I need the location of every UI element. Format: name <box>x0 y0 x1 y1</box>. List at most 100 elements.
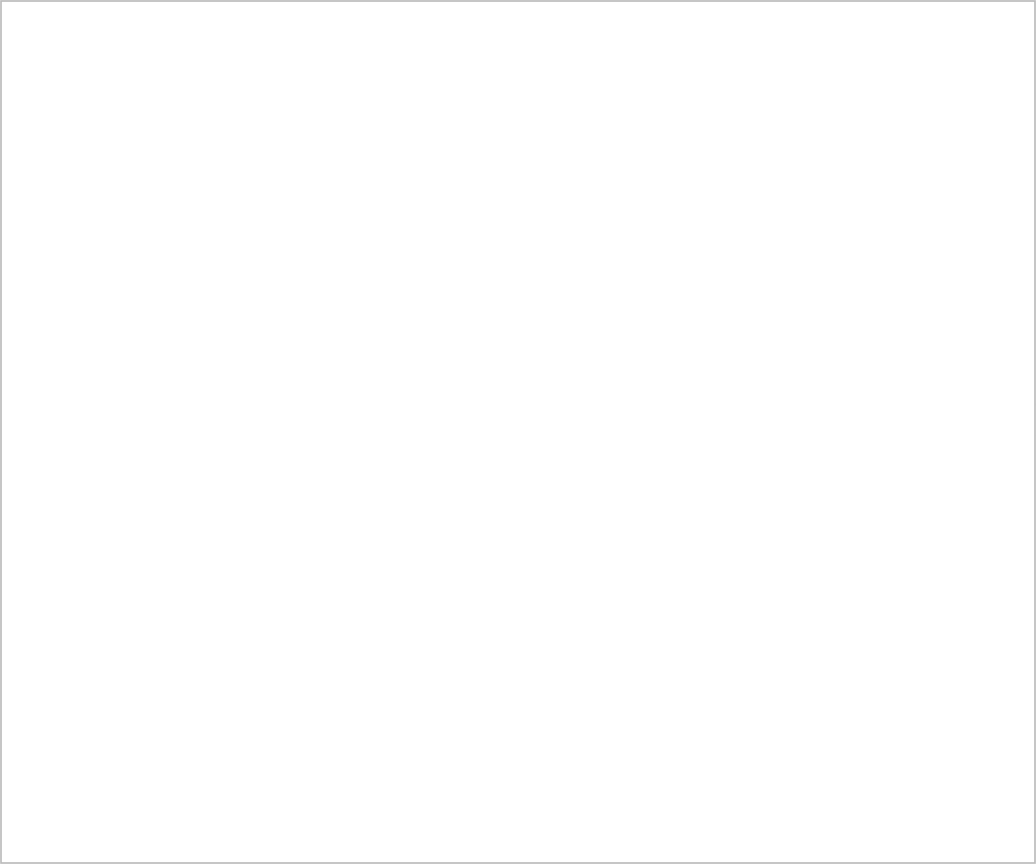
Text: ⓘ: ⓘ <box>984 271 990 281</box>
Text: ⓘ: ⓘ <box>984 127 990 137</box>
Text: ms: ms <box>931 235 947 245</box>
Text: min: min <box>923 331 943 341</box>
Bar <box>10 732 28 750</box>
Bar <box>728 162 767 187</box>
Text: s: s <box>931 187 937 197</box>
Bar <box>190 124 870 374</box>
Bar <box>728 153 767 162</box>
Text: 14:45:00: 14:45:00 <box>10 240 59 250</box>
Bar <box>620 223 658 235</box>
Bar <box>728 149 767 153</box>
Text: ⧉: ⧉ <box>618 594 624 603</box>
Bar <box>614 736 628 750</box>
Text: ↕: ↕ <box>715 417 723 427</box>
Text: 14:00: 14:00 <box>527 385 559 395</box>
Bar <box>108 695 608 715</box>
Bar <box>620 235 658 254</box>
Text: ⊕: ⊕ <box>818 112 831 128</box>
Bar <box>10 696 28 714</box>
Text: 26,73: 26,73 <box>891 191 948 209</box>
Bar <box>10 660 28 678</box>
Bar <box>882 221 887 253</box>
Bar <box>180 82 335 108</box>
Bar <box>2 579 1034 615</box>
Bar <box>614 664 628 678</box>
Bar <box>614 628 628 642</box>
Text: ⧉: ⧉ <box>618 739 624 747</box>
Text: Query a esecuzione prolungata: Query a esecuzione prolungata <box>28 41 213 54</box>
Text: 00:00:12.035: 00:00:12.035 <box>634 484 703 494</box>
Bar <box>219 360 257 363</box>
Bar <box>10 82 165 108</box>
Text: Prime 10 query per: Prime 10 query per <box>10 116 145 129</box>
Bar <box>10 624 28 642</box>
Bar <box>2 2 1034 32</box>
Text: μs: μs <box>939 283 951 293</box>
Bar <box>10 516 28 534</box>
Bar <box>614 448 628 462</box>
Text: 0,5 min: 0,5 min <box>144 334 184 343</box>
Bar <box>429 341 467 342</box>
Text: 2525246...: 2525246... <box>33 664 89 674</box>
Text: ⓘ: ⓘ <box>984 319 990 329</box>
Bar <box>307 367 345 374</box>
Text: ⧉: ⧉ <box>618 450 624 460</box>
Text: 1442: 1442 <box>728 664 754 674</box>
Bar <box>2 507 1034 543</box>
Bar <box>10 588 28 606</box>
Bar <box>2 723 1034 759</box>
Text: 1 min: 1 min <box>154 297 184 308</box>
Text: 33738273...: 33738273... <box>33 448 96 458</box>
Text: 10: 10 <box>20 88 35 101</box>
Text: μs: μs <box>931 139 943 149</box>
Text: Selezionato da ⓘ: Selezionato da ⓘ <box>180 69 266 79</box>
Text: SELECT * FROM sales.salesorderdetail: SELECT * FROM sales.salesorderdetail <box>113 448 311 458</box>
Text: 3427363...: 3427363... <box>33 736 89 746</box>
Bar <box>614 484 628 498</box>
Text: Ultime 6 ore: Ultime 6 ore <box>365 88 438 101</box>
Bar <box>524 281 563 293</box>
Text: 13:15:00 -: 13:15:00 - <box>10 216 66 226</box>
Text: 09/03/2019,: 09/03/2019, <box>10 204 78 214</box>
Text: /*** Load enum fields ***/SELECT pg_type.oid, enumlabelFROM pg_en...: /*** Load enum fields ***/SELECT pg_type… <box>113 735 487 746</box>
Text: 00:00:00.009: 00:00:00.009 <box>634 592 703 602</box>
Text: 1389: 1389 <box>728 448 754 458</box>
Text: ⧉: ⧉ <box>618 523 624 531</box>
Text: ↕: ↕ <box>777 417 785 427</box>
Text: Intervallo di tempo: Intervallo di tempo <box>10 189 137 202</box>
Bar <box>108 623 608 643</box>
Bar <box>108 551 608 571</box>
Bar <box>10 480 28 498</box>
Text: 00:00:00.003: 00:00:00.003 <box>634 628 703 638</box>
Bar <box>108 659 608 679</box>
Text: azureadventureworks: azureadventureworks <box>790 484 903 494</box>
Bar <box>108 731 608 751</box>
Text: SELECT * FROM production.vproductanddescription: SELECT * FROM production.vproductanddesc… <box>113 556 381 566</box>
Text: azureadventureworks: azureadventureworks <box>790 700 903 710</box>
Bar <box>429 339 467 341</box>
Bar <box>355 82 530 108</box>
Bar <box>2 112 1034 404</box>
Text: ◷: ◷ <box>12 41 24 54</box>
Text: 3,5 min: 3,5 min <box>144 119 184 129</box>
Text: SELECT * FROM sales.salesorderheader: SELECT * FROM sales.salesorderheader <box>113 484 318 494</box>
Text: DURATA PER 2475...: DURATA PER 2475... <box>891 223 981 232</box>
Bar <box>524 293 563 301</box>
Text: 14:29: 14:29 <box>731 385 764 395</box>
Text: DURATA PER 3373...: DURATA PER 3373... <box>891 319 981 328</box>
Text: ∨: ∨ <box>321 90 329 100</box>
Text: 2,5 min: 2,5 min <box>144 190 184 200</box>
Text: ⊖: ⊖ <box>840 112 853 128</box>
Bar <box>2 687 1034 723</box>
Text: ⧉: ⧉ <box>618 666 624 676</box>
Bar <box>614 520 628 534</box>
Bar <box>10 552 28 570</box>
Text: DURATA PER 2525...: DURATA PER 2525... <box>891 271 981 280</box>
Text: azureadventureworks: azureadventureworks <box>790 664 903 674</box>
Text: 15 MINUTI: 15 MINUTI <box>10 168 67 178</box>
Text: Statistiche relative all'attesa: Statistiche relative all'attesa <box>268 41 438 54</box>
Bar <box>10 444 28 462</box>
Text: 1787602061: 1787602061 <box>33 484 99 494</box>
Bar <box>2 615 1034 651</box>
Text: 00:00:11.745: 00:00:11.745 <box>634 520 703 530</box>
